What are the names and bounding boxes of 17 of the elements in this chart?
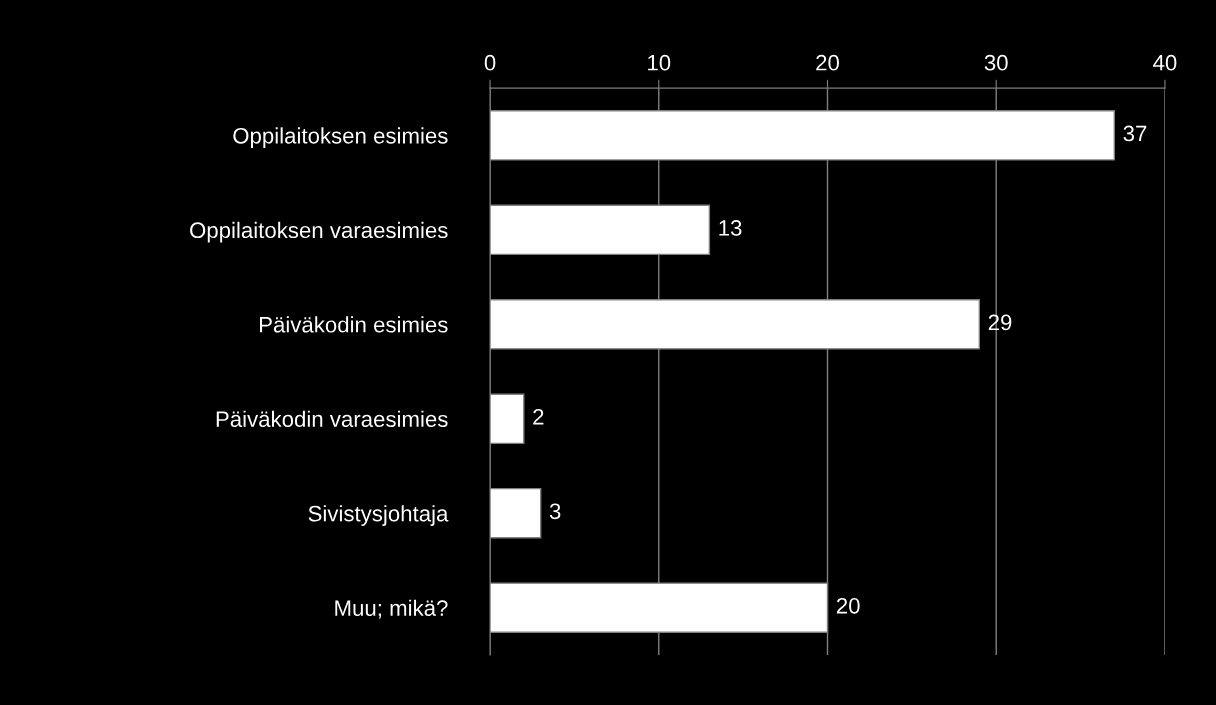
x-tick-label: 20 bbox=[816, 54, 839, 71]
x-tick-label: 0 bbox=[484, 54, 496, 71]
x-tick-label: 40 bbox=[1153, 54, 1177, 71]
y-tick-label: Oppilaitoksen esimies bbox=[233, 127, 448, 149]
data-label: 2 bbox=[533, 409, 544, 425]
data-label: 29 bbox=[988, 314, 1012, 331]
x-tick-label: 30 bbox=[984, 54, 1008, 71]
y-tick-label: Oppilaitoksen varaesimies bbox=[190, 221, 448, 243]
y-tick-label: Päiväkodin varaesimies bbox=[216, 410, 448, 428]
data-label: 37 bbox=[1123, 125, 1147, 142]
x-tick-label: 10 bbox=[648, 54, 671, 71]
data-label: 3 bbox=[549, 503, 561, 520]
y-tick-label: Päiväkodin esimies bbox=[260, 316, 448, 333]
data-label: 13 bbox=[719, 220, 742, 236]
y-tick-label: Muu; mikä? bbox=[335, 599, 448, 619]
y-tick-label: Sivistysjohtaja bbox=[308, 505, 449, 526]
data-label: 20 bbox=[836, 597, 860, 614]
